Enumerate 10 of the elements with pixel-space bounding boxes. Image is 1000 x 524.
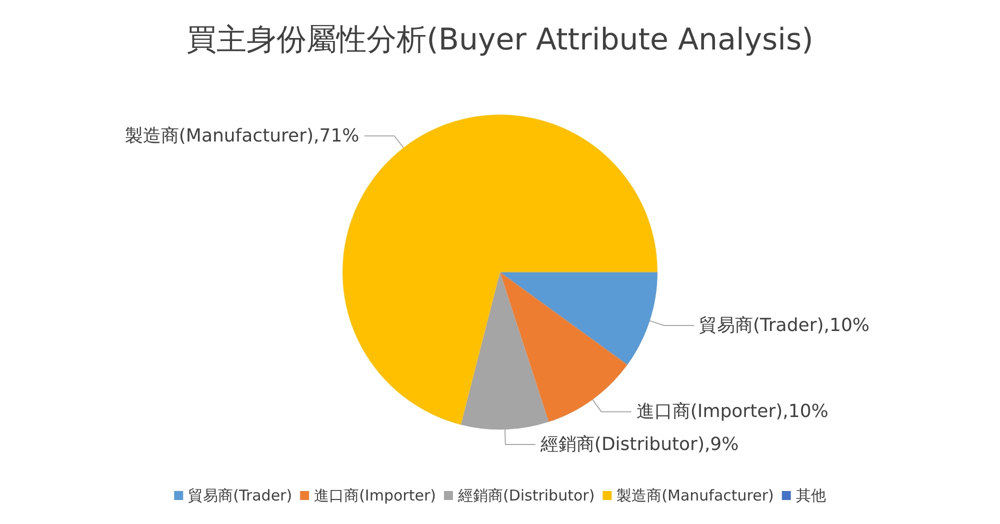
legend-label: 其他: [796, 486, 826, 504]
data-label: 貿易商(Trader),10%: [699, 314, 870, 336]
legend-label: 貿易商(Trader): [188, 486, 292, 504]
legend-label: 製造商(Manufacturer): [616, 486, 774, 504]
data-label: 經銷商(Distributor),9%: [539, 434, 739, 456]
legend-label: 進口商(Importer): [314, 486, 436, 504]
data-label: 製造商(Manufacturer),71%: [124, 125, 360, 146]
chart-title: 買主身份屬性分析(Buyer Attribute Analysis): [186, 22, 814, 58]
data-label: 進口商(Importer),10%: [636, 401, 828, 422]
legend-label: 經銷商(Distributor): [456, 486, 595, 504]
